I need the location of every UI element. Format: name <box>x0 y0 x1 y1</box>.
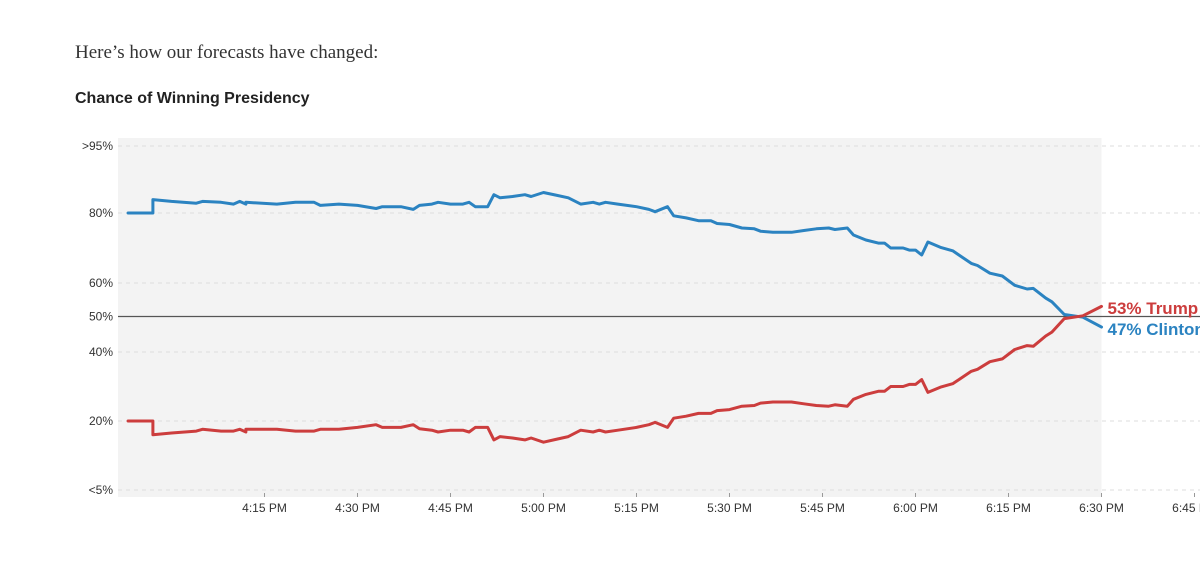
x-tick-label: 6:30 PM <box>1079 501 1124 515</box>
x-tick-label: 4:15 PM <box>242 501 287 515</box>
x-tick-label: 5:00 PM <box>521 501 566 515</box>
chart-title: Chance of Winning Presidency <box>75 90 310 107</box>
y-tick-label: 40% <box>89 345 113 359</box>
y-tick-label: 80% <box>89 206 113 220</box>
x-tick-label: 6:45 PM <box>1172 501 1200 515</box>
forecast-window-background <box>118 138 1102 497</box>
end-label-trump: 53% Trump <box>1108 299 1199 318</box>
series-lines <box>126 191 1103 444</box>
y-tick-label: <5% <box>89 483 114 497</box>
x-axis-ticks: 4:15 PM 4:30 PM 4:45 PM 5:00 PM 5:15 PM 5:30 … <box>242 493 1200 515</box>
y-tick-label: 60% <box>89 276 113 290</box>
x-tick-label: 6:15 PM <box>986 501 1031 515</box>
series-line-clinton <box>126 191 1103 329</box>
x-tick-label: 5:45 PM <box>800 501 845 515</box>
y-axis-ticks: >95% 80% 60% 50% 40% 20% <5% <box>82 139 113 497</box>
x-tick-label: 4:45 PM <box>428 501 473 515</box>
x-tick-label: 4:30 PM <box>335 501 380 515</box>
x-tick-label: 6:00 PM <box>893 501 938 515</box>
intro-text: Here’s how our forecasts have changed: <box>75 42 379 63</box>
end-label-clinton: 47% Clinton <box>1108 320 1200 339</box>
x-tick-label: 5:30 PM <box>707 501 752 515</box>
y-tick-label: 20% <box>89 414 113 428</box>
y-tick-label: >95% <box>82 139 113 153</box>
end-labels: 47% Clinton 53% Trump <box>1108 299 1200 339</box>
y-tick-label: 50% <box>89 310 113 324</box>
x-tick-label: 5:15 PM <box>614 501 659 515</box>
series-line-trump <box>126 304 1103 444</box>
